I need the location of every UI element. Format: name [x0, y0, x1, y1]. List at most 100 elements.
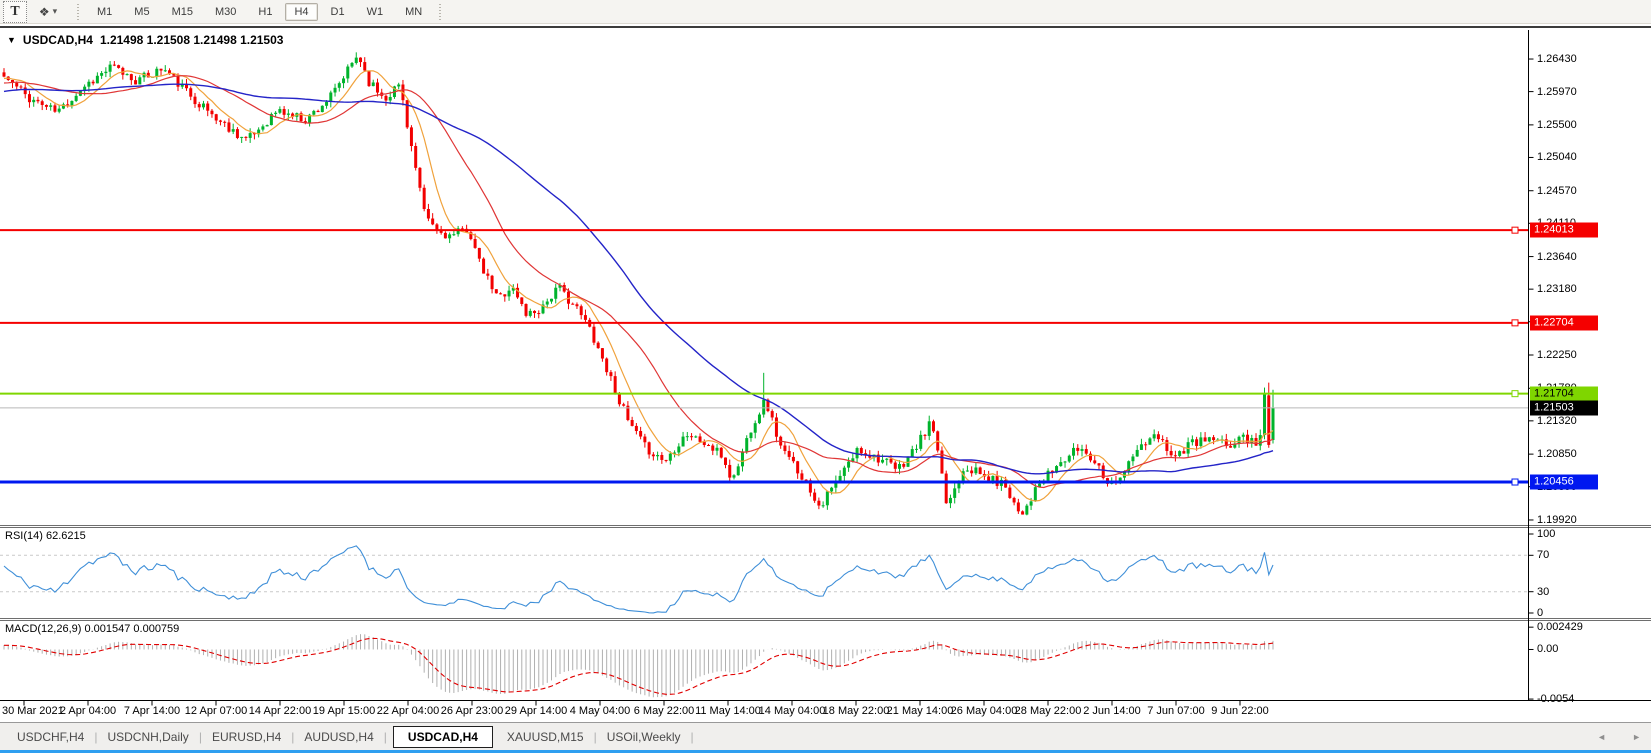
ma-mid-line [3, 75, 1274, 489]
toolbar-grip [75, 3, 82, 20]
symbol-tab-bar: USDCHF,H4 | USDCNH,Daily | EURUSD,H4 | AUDUSD,… [0, 722, 1651, 750]
moving-averages-layer [3, 70, 1274, 502]
chart-symbol: USDCAD,H4 [22, 33, 93, 47]
time-axis-label: 22 Apr 04:00 [376, 705, 440, 717]
resistance-line-3-price-label[interactable]: 1.21704 [1530, 386, 1598, 402]
rsi-layer [0, 545, 1528, 614]
candles-layer [2, 52, 1275, 516]
price-tick-label: 1.25970 [1537, 85, 1577, 98]
top-toolbar: T ❖ ▾ M1 M5 M15 M30 H1 H4 D1 W1 MN [0, 0, 1651, 24]
panel-frames [0, 30, 1651, 706]
tab-scroll-left-icon[interactable]: ◄ [1597, 731, 1607, 742]
bottom-accent-strip [0, 750, 1651, 753]
text-tool-icon: T [10, 3, 20, 19]
tab-separator: | [690, 729, 694, 744]
time-axis-label: 9 Jun 22:00 [1211, 705, 1269, 717]
timeframe-button-m15[interactable]: M15 [171, 5, 193, 18]
timeframe-button-mn[interactable]: MN [405, 5, 423, 18]
price-tick-label: 1.23180 [1537, 283, 1577, 296]
time-axis-label: 2 Jun 14:00 [1083, 705, 1141, 717]
tab-separator: | [94, 729, 98, 744]
price-tick-label: 1.23640 [1537, 250, 1577, 263]
symbol-tab-usoil[interactable]: USOil,Weekly [606, 729, 681, 744]
price-tick-label: 1.26430 [1537, 53, 1577, 66]
symbol-tab-usdcnh[interactable]: USDCNH,Daily [107, 729, 189, 744]
chart-title: ▼ USDCAD,H4 1.21498 1.21508 1.21498 1.21… [7, 33, 283, 47]
symbol-tab-eurusd[interactable]: EURUSD,H4 [211, 729, 282, 744]
rsi-scale-label-0: 0 [1537, 607, 1544, 619]
ma-slow-line [3, 83, 1274, 475]
time-axis-label: 14 Apr 22:00 [248, 705, 312, 717]
arrows-tool-button[interactable]: ❖ ▾ [31, 2, 65, 22]
resistance-line-2-price-label[interactable]: 1.22704 [1530, 315, 1598, 331]
timeframe-button-m1[interactable]: M1 [97, 5, 113, 18]
resistance-line-1-price-label[interactable]: 1.24013 [1530, 222, 1598, 238]
support-line-1-price-label[interactable]: 1.20456 [1530, 474, 1598, 490]
time-axis-label: 14 May 04:00 [758, 705, 826, 717]
symbol-tab-audusd[interactable]: AUDUSD,H4 [304, 729, 374, 744]
macd-indicator-label: MACD(12,26,9) 0.001547 0.000759 [5, 623, 180, 635]
time-axis-label: 12 Apr 07:00 [184, 705, 248, 717]
time-axis-label: 7 Apr 14:00 [123, 705, 181, 717]
rsi-scale-label-70: 70 [1537, 549, 1550, 562]
time-axis-label: 11 May 14:00 [695, 705, 761, 717]
macd-scale-label: 0.00 [1537, 643, 1559, 656]
arrows-tool-icon: ❖ [38, 4, 50, 19]
time-axis-label: 29 Apr 14:00 [504, 705, 568, 717]
rsi-indicator-label: RSI(14) 62.6215 [5, 530, 86, 542]
tab-separator: | [593, 729, 597, 744]
timeframe-button-m5[interactable]: M5 [134, 5, 150, 18]
price-tick-label: 1.20850 [1537, 448, 1577, 461]
price-tick-label: 1.25040 [1537, 151, 1577, 164]
tab-separator: | [383, 729, 387, 744]
timeframe-button-h1[interactable]: H1 [258, 5, 273, 18]
tab-separator: | [198, 729, 202, 744]
timeframe-button-h4[interactable]: H4 [285, 2, 318, 21]
time-axis-label: 21 May 14:00 [886, 705, 954, 717]
price-tick-label: 1.22250 [1537, 348, 1577, 361]
symbol-tab-xauusd[interactable]: XAUUSD,M15 [506, 729, 584, 744]
timeframe-button-m30[interactable]: M30 [214, 5, 237, 18]
symbol-tab-usdcad[interactable]: USDCAD,H4 [392, 725, 493, 748]
chart-plot[interactable] [0, 28, 1651, 722]
horizontal-lines-layer [0, 226, 1528, 486]
chart-quote: 1.21498 1.21508 1.21498 1.21503 [99, 33, 284, 47]
macd-layer [3, 634, 1274, 698]
rsi-line [3, 545, 1274, 614]
time-axis-label: 18 May 22:00 [822, 705, 890, 717]
chart-window: ▼ USDCAD,H4 1.21498 1.21508 1.21498 1.21… [0, 26, 1651, 753]
macd-signal-line [4, 637, 1274, 695]
text-tool-button[interactable]: T [3, 0, 27, 23]
current-price-label: 1.21503 [1530, 400, 1598, 416]
time-axis-label: 7 Jun 07:00 [1147, 705, 1205, 717]
price-tick-label: 1.25500 [1537, 118, 1577, 131]
tab-scroll-right-icon[interactable]: ► [1632, 731, 1641, 742]
toolbar-grip-2 [437, 3, 445, 20]
timeframe-buttons: M1 M5 M15 M30 H1 H4 D1 W1 MN [88, 2, 431, 21]
time-axis-label: 26 Apr 23:00 [440, 705, 504, 717]
macd-scale-label: -0.0054 [1537, 693, 1575, 706]
symbol-tab-usdchf[interactable]: USDCHF,H4 [17, 729, 85, 744]
rsi-scale-label-30: 30 [1537, 585, 1550, 598]
time-axis-label: 4 May 04:00 [569, 705, 631, 717]
time-axis-label: 30 Mar 2021 [2, 705, 64, 717]
timeframe-button-w1[interactable]: W1 [366, 5, 384, 18]
tab-scroll-controls: ◄ ► [1597, 723, 1641, 750]
ma-fast-line [3, 70, 1274, 502]
tab-separator: | [291, 729, 295, 744]
support-line-1-handle [1511, 478, 1519, 486]
time-axis-label: 28 May 22:00 [1014, 705, 1082, 717]
time-axis-label: 6 May 22:00 [633, 705, 695, 717]
price-tick-label: 1.21320 [1537, 414, 1577, 427]
chart-dropdown-icon[interactable]: ▼ [7, 35, 16, 45]
timeframe-button-d1[interactable]: D1 [330, 5, 345, 18]
time-axis-label: 19 Apr 15:00 [312, 705, 376, 717]
resistance-line-2-handle [1511, 319, 1519, 327]
price-tick-label: 1.24570 [1537, 184, 1577, 197]
resistance-line-3-handle [1511, 390, 1519, 398]
macd-scale-label: 0.002429 [1537, 621, 1583, 634]
rsi-scale-label-100: 100 [1537, 528, 1556, 540]
price-tick-label: 1.19920 [1537, 513, 1577, 526]
time-axis-label: 26 May 04:00 [950, 705, 1018, 717]
